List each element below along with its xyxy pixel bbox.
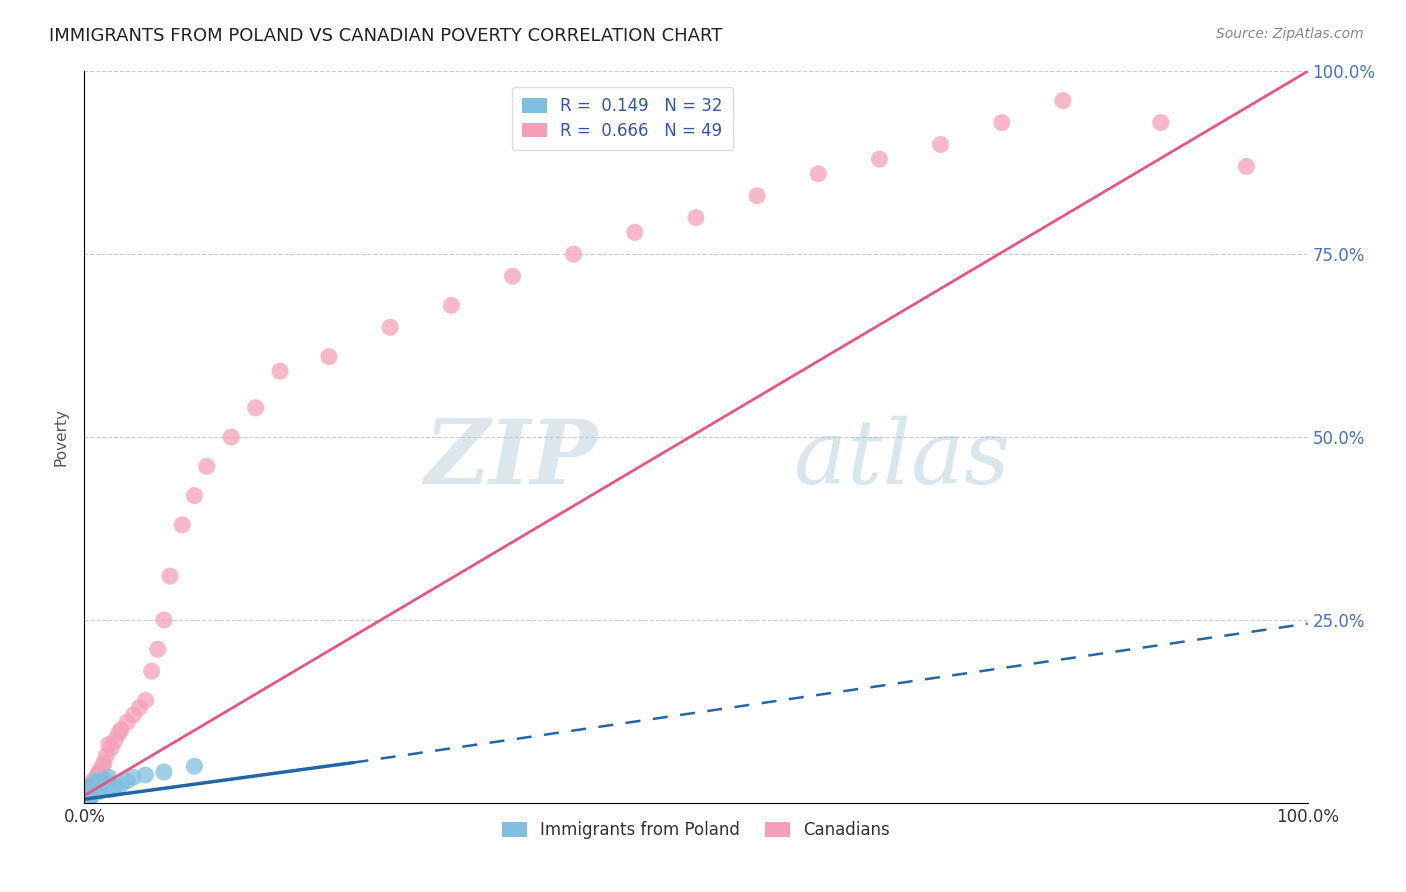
Point xyxy=(183,489,205,503)
Legend: Immigrants from Poland, Canadians: Immigrants from Poland, Canadians xyxy=(495,814,897,846)
Text: Source: ZipAtlas.com: Source: ZipAtlas.com xyxy=(1216,27,1364,41)
Point xyxy=(84,781,107,796)
Point xyxy=(146,642,169,657)
Point xyxy=(115,715,138,730)
Point xyxy=(87,768,110,782)
Point xyxy=(79,782,101,797)
Point xyxy=(83,782,105,797)
Point xyxy=(93,756,115,770)
Point xyxy=(929,137,952,152)
Point xyxy=(502,269,524,284)
Point xyxy=(75,792,97,806)
Point xyxy=(122,708,145,723)
Point xyxy=(91,759,114,773)
Point xyxy=(82,785,104,799)
Point xyxy=(153,765,176,780)
Point xyxy=(77,782,100,797)
Point xyxy=(1236,160,1258,174)
Point xyxy=(77,781,100,796)
Point xyxy=(115,773,138,788)
Point xyxy=(104,733,127,747)
Text: IMMIGRANTS FROM POLAND VS CANADIAN POVERTY CORRELATION CHART: IMMIGRANTS FROM POLAND VS CANADIAN POVER… xyxy=(49,27,723,45)
Point xyxy=(76,794,98,808)
Point xyxy=(159,569,181,583)
Point xyxy=(122,770,145,784)
Point xyxy=(93,778,115,792)
Point xyxy=(135,768,157,782)
Point xyxy=(380,320,402,334)
Text: ZIP: ZIP xyxy=(425,416,598,502)
Point xyxy=(685,211,707,225)
Point xyxy=(153,613,176,627)
Point xyxy=(77,787,100,801)
Point xyxy=(87,780,110,794)
Point xyxy=(141,664,163,678)
Point xyxy=(104,780,127,794)
Point xyxy=(440,298,463,312)
Point xyxy=(318,350,340,364)
Point xyxy=(82,778,104,792)
Point xyxy=(110,778,132,792)
Point xyxy=(77,785,100,799)
Point xyxy=(1150,115,1173,129)
Point xyxy=(128,700,150,714)
Point xyxy=(991,115,1014,129)
Point xyxy=(87,766,110,780)
Point xyxy=(80,780,103,794)
Point xyxy=(77,789,100,804)
Point xyxy=(79,790,101,805)
Point xyxy=(110,723,132,737)
Point xyxy=(75,789,97,804)
Point xyxy=(135,693,157,707)
Point xyxy=(869,152,891,166)
Point xyxy=(89,763,111,777)
Point xyxy=(91,781,114,796)
Point xyxy=(172,517,194,532)
Point xyxy=(80,789,103,803)
Point xyxy=(807,167,830,181)
Point xyxy=(79,781,101,796)
Point xyxy=(624,225,647,239)
Point xyxy=(100,740,122,755)
Point xyxy=(100,782,122,797)
Point xyxy=(97,737,120,751)
Point xyxy=(76,787,98,801)
Point xyxy=(86,773,108,788)
Point xyxy=(245,401,267,415)
Point xyxy=(80,778,103,792)
Point xyxy=(82,773,104,788)
Point xyxy=(86,770,108,784)
Point xyxy=(107,726,129,740)
Point xyxy=(83,775,105,789)
Point xyxy=(76,789,98,803)
Y-axis label: Poverty: Poverty xyxy=(53,408,69,467)
Point xyxy=(89,775,111,789)
Point xyxy=(219,430,242,444)
Point xyxy=(97,770,120,784)
Point xyxy=(1052,94,1074,108)
Point xyxy=(96,748,118,763)
Point xyxy=(86,778,108,792)
Point xyxy=(96,773,118,788)
Point xyxy=(183,759,205,773)
Point xyxy=(77,785,100,799)
Point xyxy=(269,364,291,378)
Point xyxy=(195,459,218,474)
Point xyxy=(87,785,110,799)
Point xyxy=(747,188,769,202)
Point xyxy=(562,247,585,261)
Text: atlas: atlas xyxy=(794,416,1010,502)
